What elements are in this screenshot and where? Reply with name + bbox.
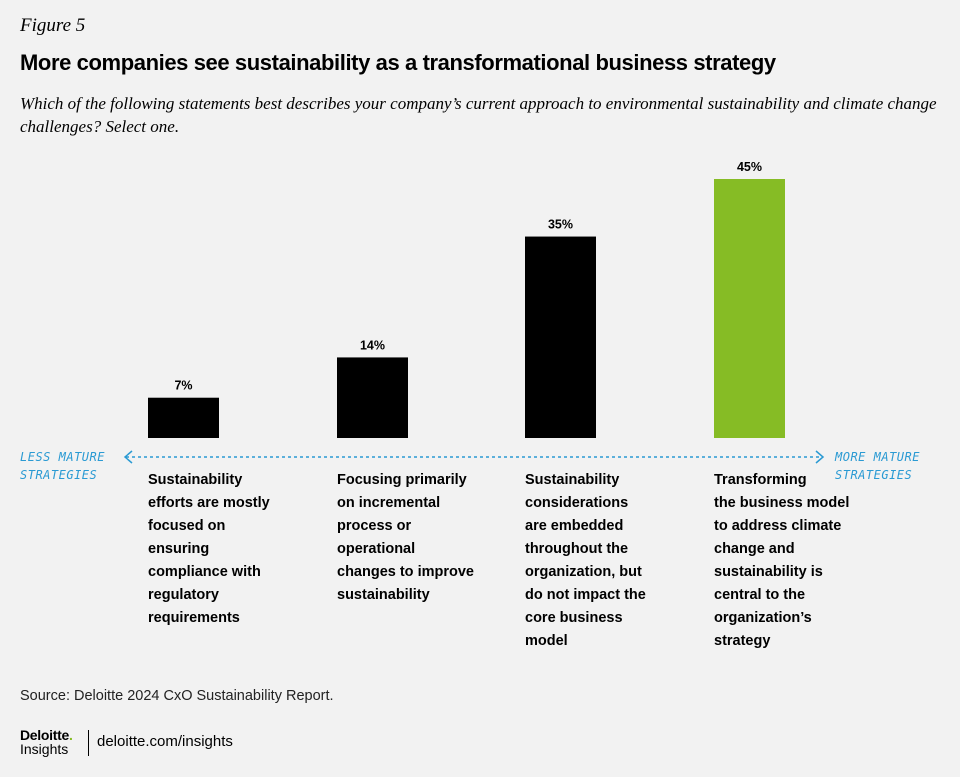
category-label-incremental: Focusing primarily on incremental proces…: [337, 472, 474, 603]
maturity-axis-arrow-right: [815, 450, 825, 464]
logo-subtitle: Insights: [20, 741, 69, 757]
bar-4: [714, 179, 785, 438]
logo-brand-text: Deloitte: [20, 727, 69, 743]
logo-brand-dot: .: [68, 727, 73, 743]
axis-right-label: MORE MATURE STRATEGIES: [835, 448, 920, 484]
bar-3: [525, 236, 596, 438]
bar-value-label-4: 45%: [737, 160, 762, 174]
site-link[interactable]: deloitte.com/insights: [97, 733, 233, 750]
axis-left-text: LESS MATURE STRATEGIES: [20, 450, 105, 482]
bar-2: [337, 357, 408, 438]
chart-title: More companies see sustainability as a t…: [20, 50, 776, 75]
source-note: Source: Deloitte 2024 CxO Sustainability…: [20, 688, 334, 704]
bar-1: [148, 397, 219, 438]
figure-label: Figure 5: [20, 15, 86, 36]
chart-subtitle: Which of the following statements best d…: [20, 94, 937, 136]
category-label-transforming: Transforming the business model to addre…: [714, 472, 850, 649]
maturity-axis-arrow-left: [123, 450, 133, 464]
category-label-compliance: Sustainability efforts are mostly focuse…: [148, 472, 270, 626]
bar-value-label-2: 14%: [360, 338, 385, 352]
bar-value-label-3: 35%: [548, 218, 573, 232]
category-label-embedded: Sustainability considerations are embedd…: [525, 472, 646, 649]
bar-value-label-1: 7%: [174, 379, 192, 393]
footer-divider: [88, 730, 89, 756]
axis-right-text: MORE MATURE STRATEGIES: [835, 450, 920, 482]
logo-brand: Deloitte.: [20, 728, 73, 742]
axis-left-label: LESS MATURE STRATEGIES: [20, 448, 105, 484]
deloitte-insights-logo: Deloitte. Insights: [20, 728, 73, 756]
bar-chart: 7% 14% 35% 45%: [123, 160, 825, 464]
